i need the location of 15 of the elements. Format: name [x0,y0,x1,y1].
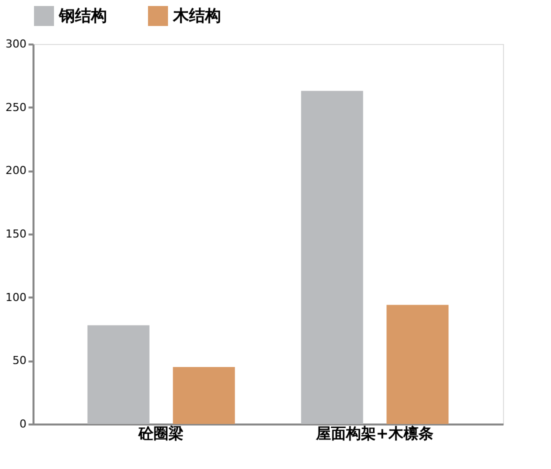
y-tick-label: 100 [6,290,26,304]
bar [386,304,449,424]
x-tick-label: 砼圈梁 [138,424,184,442]
legend-label: 木结构 [172,6,221,25]
y-tick-label: 50 [12,354,26,368]
x-tick-label: 屋面构架+木檩条 [315,424,434,442]
y-tick-label: 0 [20,418,26,430]
y-tick-label: 150 [6,228,26,240]
bar [172,367,235,424]
legend-label: 钢结构 [58,6,107,25]
y-tick-label: 200 [6,164,26,178]
bar [301,90,364,424]
bar [87,325,150,424]
y-tick-label: 300 [6,38,26,50]
y-tick-label: 250 [6,100,26,114]
